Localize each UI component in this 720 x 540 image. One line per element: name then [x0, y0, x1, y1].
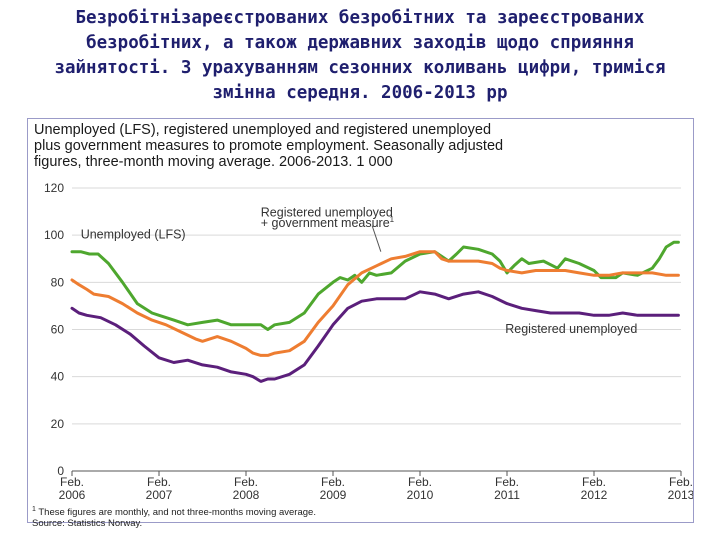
x-tick-label: 2008 [233, 488, 260, 502]
y-tick-label: 60 [51, 323, 65, 337]
series-line-reg [70, 290, 680, 383]
y-tick-label: 120 [44, 181, 64, 195]
chart-figure: Unemployed (LFS), registered unemployed … [27, 118, 694, 528]
series-label-reg: Registered unemployed [505, 322, 637, 336]
x-tick-label: Feb. [669, 475, 693, 489]
y-tick-label: 80 [51, 275, 65, 289]
series-label-reg-plus: Registered unemployed [261, 205, 393, 219]
y-tick-label: 20 [51, 417, 65, 431]
x-tick-label: Feb. [321, 475, 345, 489]
x-tick-label: 2006 [59, 488, 86, 502]
x-tick-label: 2009 [320, 488, 347, 502]
x-tick-label: Feb. [495, 475, 519, 489]
series-label-reg-plus-line2: + government measure1 [261, 215, 395, 230]
x-tick-label: 2013 [668, 488, 693, 502]
source-note: Source: Statistics Norway. [32, 517, 143, 529]
annotation-leader-line [371, 225, 382, 252]
series-label-lfs: Unemployed (LFS) [81, 228, 186, 242]
x-tick-label: Feb. [582, 475, 606, 489]
series-line-reg_plus [70, 250, 680, 357]
chart-title-line: Unemployed (LFS), registered unemployed … [34, 122, 492, 138]
x-tick-label: Feb. [60, 475, 84, 489]
slide-title: Безробітнізареєстрованих безробітних та … [0, 6, 720, 106]
x-tick-label: Feb. [147, 475, 171, 489]
x-tick-label: 2012 [581, 488, 608, 502]
line-chart: 020406080100120Feb.2006Feb.2007Feb.2008F… [44, 181, 693, 502]
series-label-marker: 1 [390, 215, 395, 224]
y-tick-label: 0 [57, 464, 64, 478]
footnote-text: These figures are monthly, and not three… [38, 507, 316, 519]
chart-title: Unemployed (LFS), registered unemployed … [34, 122, 684, 170]
x-tick-label: 2010 [407, 488, 434, 502]
footnote: 1 These figures are monthly, and not thr… [32, 505, 316, 519]
y-tick-label: 100 [44, 228, 64, 242]
slide-title-line: Безробітнізареєстрованих безробітних та … [75, 8, 645, 28]
series-line-lfs [70, 240, 680, 331]
y-tick-label: 40 [51, 370, 65, 384]
slide-title-line: безробітних, а також державних заходів щ… [86, 33, 634, 53]
x-tick-label: Feb. [408, 475, 432, 489]
footnote-marker: 1 [32, 506, 36, 513]
x-tick-label: Feb. [234, 475, 258, 489]
slide-title-line: зайнятості. З урахуванням сезонних колив… [54, 58, 666, 78]
x-tick-label: 2011 [494, 488, 520, 502]
chart-notes: 1 These figures are monthly, and not thr… [32, 505, 316, 529]
chart-title-line: plus government measures to promote empl… [34, 138, 504, 154]
chart-title-line: figures, three-month moving average. 200… [34, 154, 393, 170]
slide-title-line: змінна середня. 2006-2013 рр [212, 83, 508, 103]
x-tick-label: 2007 [146, 488, 173, 502]
